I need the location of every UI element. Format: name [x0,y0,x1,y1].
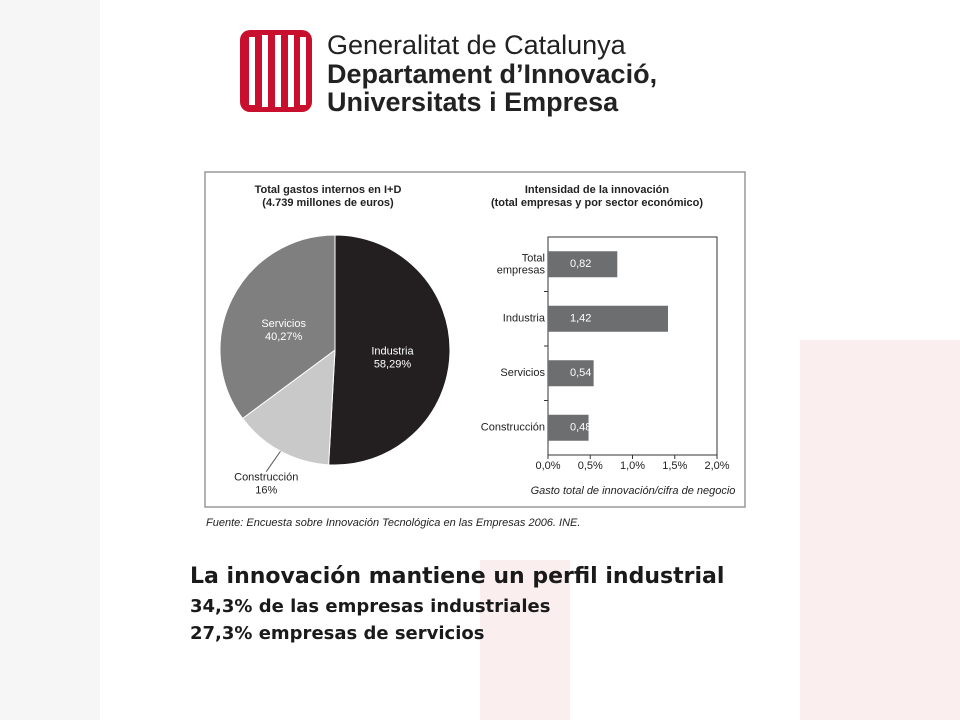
slice-label: Servicios [261,318,306,330]
x-tick-label: 1,5% [662,460,687,472]
pie-slice [219,234,336,420]
bar-value: 0,82 [570,258,591,270]
bar [548,305,668,332]
chart-title: Total gastos internos en I+D [255,184,402,196]
y-tick-label: Industria [503,313,546,325]
caption-line: 27,3% empresas de servicios [190,623,484,644]
x-tick-label: 0,0% [535,460,560,472]
bar-value: 0,54 [570,367,591,379]
chart-title: Intensidad de la innovación [525,184,670,196]
y-tick-label: Construcción [481,422,545,434]
source: Fuente: Encuesta sobre Innovación Tecnol… [206,517,580,529]
x-axis-label: Gasto total de innovación/cifra de negoc… [531,485,736,497]
bar [548,360,594,387]
slice-value: 58,29% [374,358,412,370]
bar-value: 1,42 [570,313,591,325]
header-line: Generalitat de Catalunya [327,30,627,60]
x-tick-label: 0,5% [578,460,603,472]
slice-label: Industria [371,345,414,357]
x-tick-label: 2,0% [704,460,729,472]
y-tick-label: Total empresas [497,252,546,276]
chart-subtitle: (total empresas y por sector económico) [491,197,703,209]
bar-value: 0,48 [570,422,591,434]
leader-line [265,450,281,472]
slice-label: Construcción [234,472,298,484]
caption-line: 34,3% de las empresas industriales [190,596,550,617]
header-line: Universitats i Empresa [327,87,619,117]
x-tick-label: 1,0% [620,460,645,472]
header-line: Departament d’Innovació, [327,59,657,89]
y-tick-label: Servicios [500,367,545,379]
pie-slice [328,234,451,466]
slice-value: 40,27% [265,331,303,343]
chart-subtitle: (4.739 millones de euros) [262,197,394,209]
bar [548,414,589,441]
slice-value: 16% [255,485,277,497]
logo [240,30,312,112]
headline: La innovación mantiene un perfil industr… [190,564,724,589]
bar [548,251,618,278]
charts: Industria58,29%Construcción16%Servicios4… [219,234,730,497]
